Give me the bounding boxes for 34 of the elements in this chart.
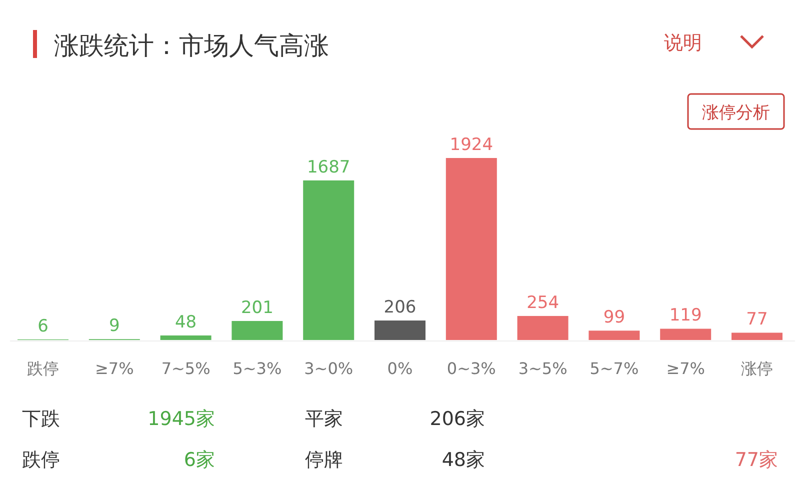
x-tick-label: ≥7% (95, 359, 134, 378)
data-label: 99 (603, 308, 626, 328)
data-label: 254 (526, 292, 560, 313)
x-tick-label: ≥7% (666, 359, 705, 378)
x-tick-label: 5~3% (232, 359, 282, 378)
data-label: 1687 (306, 157, 350, 178)
data-label: 1924 (450, 135, 494, 155)
x-tick-label: 0~3% (446, 359, 496, 378)
data-label: 9 (108, 316, 120, 336)
annotation: 停牌 (305, 449, 343, 471)
x-tick-label: 跌停 (27, 359, 59, 378)
x-tick-label: 5~7% (590, 359, 639, 378)
annotation: 48家 (442, 449, 485, 471)
title: 涨跌统计：市场人气高涨 (54, 31, 329, 60)
data-label: 48 (174, 312, 197, 332)
annotation: 涨停分析 (702, 103, 770, 123)
annotation: 平家 (305, 408, 343, 430)
annotation: 6家 (184, 449, 215, 471)
annotation: 77家 (734, 449, 778, 471)
annotation: 下跌 (22, 408, 60, 430)
x-tick-label: 3~5% (518, 359, 568, 378)
x-tick-label: 涨停 (741, 359, 773, 378)
annotation: 206家 (430, 408, 485, 430)
annotation: 跌停 (22, 449, 60, 471)
data-label: 119 (669, 306, 702, 326)
x-tick-label: 0% (387, 359, 413, 378)
annotation: 说明 (664, 32, 702, 54)
x-tick-label: 7~5% (161, 359, 210, 378)
data-label: 6 (38, 316, 48, 336)
data-label: 77 (746, 310, 768, 330)
x-tick-label: 3~0% (304, 359, 354, 378)
annotation: 1945家 (148, 408, 215, 430)
data-label: 206 (384, 298, 416, 318)
data-label: 201 (240, 298, 274, 318)
